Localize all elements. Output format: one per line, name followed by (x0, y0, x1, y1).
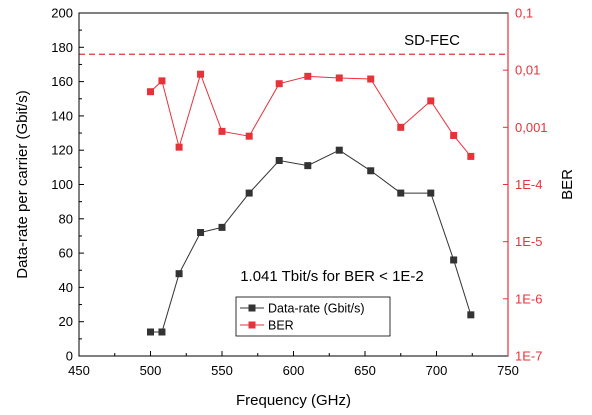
data-point (467, 311, 475, 319)
data-point (397, 123, 405, 131)
legend-label-ber: BER (268, 319, 294, 333)
data-point (450, 256, 458, 264)
legend-marker-data-rate (248, 304, 256, 312)
y2-tick-label: 1E-5 (515, 234, 542, 249)
throughput-annotation: 1.041 Tbit/s for BER < 1E-2 (240, 268, 424, 285)
y2-tick-label: 1E-7 (515, 349, 542, 364)
data-point (467, 152, 475, 160)
y2-tick-label: 1E-4 (515, 177, 542, 192)
data-point (175, 143, 183, 151)
data-point (175, 270, 183, 278)
x-axis-label: Frequency (GHz) (236, 392, 351, 409)
data-point (427, 189, 435, 197)
threshold-label: SD-FEC (404, 32, 460, 49)
data-point (218, 127, 226, 135)
y-tick-label: 160 (51, 74, 73, 89)
data-point (304, 72, 312, 80)
data-point (245, 189, 253, 197)
y2-tick-label: 0,1 (515, 6, 533, 21)
data-point (427, 97, 435, 105)
legend: Data-rate (Gbit/s) BER (235, 296, 391, 337)
data-point (275, 80, 283, 88)
data-point (450, 131, 458, 139)
y2-tick-label: 0,01 (515, 63, 540, 78)
x-tick-label: 750 (497, 363, 519, 378)
data-point (147, 328, 154, 336)
y-tick-label: 180 (51, 40, 73, 55)
data-point (158, 77, 166, 85)
data-point (197, 229, 205, 237)
y-tick-label: 60 (59, 246, 73, 261)
x-tick-label: 500 (140, 363, 162, 378)
legend-box (235, 296, 391, 337)
y2-tick-label: 1E-6 (515, 291, 542, 306)
y-tick-label: 0 (66, 349, 73, 364)
y-tick-label: 20 (59, 314, 73, 329)
y-axis-ticks-right: 0,1 0,01 0,001 1E-4 1E-5 1E-6 1E-7 (503, 6, 548, 364)
data-point (147, 88, 154, 96)
legend-label-data-rate: Data-rate (Gbit/s) (268, 302, 365, 316)
x-tick-label: 600 (283, 363, 305, 378)
data-point (367, 75, 375, 83)
data-point (158, 328, 166, 336)
y-axis-ticks-left: 0 20 40 60 80 100 120 140 160 180 200 (51, 6, 84, 364)
data-point (245, 132, 253, 140)
data-point (275, 156, 283, 164)
data-point (197, 70, 205, 78)
data-point (335, 146, 343, 154)
x-tick-label: 700 (426, 363, 448, 378)
y2-axis-label: BER (559, 169, 576, 200)
series-layer (147, 70, 475, 336)
data-point (304, 162, 312, 170)
y-tick-label: 140 (51, 108, 73, 123)
y-axis-label: Data-rate per carrier (Gbit/s) (14, 90, 31, 278)
y-tick-label: 80 (59, 211, 73, 226)
data-point (335, 74, 343, 82)
legend-marker-ber (248, 321, 256, 329)
y-tick-label: 200 (51, 6, 73, 21)
series-line-1 (150, 72, 472, 157)
x-tick-label: 650 (354, 363, 376, 378)
y-tick-label: 100 (51, 177, 73, 192)
data-point (397, 189, 405, 197)
y-tick-label: 40 (59, 280, 73, 295)
data-point (218, 223, 226, 231)
y-tick-label: 120 (51, 143, 73, 158)
series-line-0 (150, 149, 472, 333)
x-tick-label: 550 (211, 363, 233, 378)
x-tick-label: 450 (68, 363, 90, 378)
x-axis-ticks: 450 500 550 600 650 700 750 (68, 351, 519, 378)
y2-tick-label: 0,001 (515, 120, 548, 135)
data-point (367, 167, 375, 175)
